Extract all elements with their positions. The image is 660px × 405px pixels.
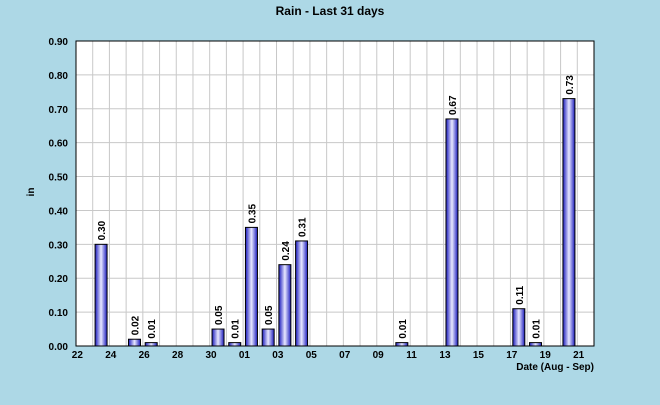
bar-18 (529, 342, 543, 347)
data-label: 0.01 (231, 319, 242, 339)
y-axis-label: in (26, 188, 37, 197)
x-tick-label: 30 (205, 350, 217, 361)
x-tick-label: 11 (406, 350, 417, 361)
y-tick-label: 0.40 (49, 206, 69, 217)
x-tick-label: 17 (506, 350, 518, 361)
bar-31 (228, 342, 242, 347)
x-tick-label: 07 (339, 350, 351, 361)
data-label: 0.05 (214, 305, 225, 325)
data-label: 0.01 (532, 319, 543, 339)
bar-10 (395, 342, 409, 347)
y-tick-label: 0.70 (49, 105, 69, 116)
axes: 0.00 0.10 0.20 0.30 0.40 0.50 0.60 0.70 0.80 0.90… (49, 37, 595, 361)
x-tick-label: 13 (439, 350, 451, 361)
plot-area (76, 41, 594, 346)
data-labels: 0.30 0.02 0.01 0.05 0.01 0.35 0.05 0.24 0.31 0.01… (97, 75, 576, 339)
data-label: 0.01 (398, 319, 409, 339)
bar-23 (94, 243, 108, 347)
x-axis-label: Date (Aug - Sep) (516, 362, 594, 373)
bar-02 (261, 328, 275, 347)
x-tick-label: 21 (573, 350, 585, 361)
data-label: 0.11 (515, 285, 526, 304)
bars (94, 98, 576, 347)
x-tick-label: 09 (373, 350, 385, 361)
y-tick-label: 0.60 (49, 139, 69, 150)
y-tick-label: 0.00 (49, 342, 69, 353)
data-label: 0.02 (130, 315, 141, 335)
y-tick-label: 0.10 (49, 308, 69, 319)
x-tick-label: 05 (306, 350, 318, 361)
data-label: 0.30 (97, 220, 108, 240)
data-label: 0.24 (281, 241, 292, 261)
bar-13 (445, 118, 459, 347)
bar-03 (278, 264, 292, 347)
y-tick-label: 0.20 (49, 274, 69, 285)
x-tick-label: 26 (139, 350, 151, 361)
x-tick-label: 03 (272, 350, 284, 361)
bar-25 (127, 338, 141, 347)
bar-20 (562, 98, 576, 347)
bar-26 (144, 342, 158, 347)
bar-17 (512, 308, 526, 347)
x-tick-label: 24 (105, 350, 117, 361)
bar-04 (295, 240, 309, 347)
chart-title: Rain - Last 31 days (276, 4, 385, 18)
bar-30 (211, 328, 225, 347)
data-label: 0.01 (147, 319, 158, 339)
bar-01 (244, 226, 258, 347)
x-tick-label: 19 (540, 350, 552, 361)
data-label: 0.35 (247, 203, 258, 223)
y-tick-label: 0.30 (49, 240, 69, 251)
y-tick-label: 0.50 (49, 173, 69, 184)
data-label: 0.67 (448, 95, 459, 115)
x-tick-label: 28 (172, 350, 184, 361)
x-tick-label: 22 (72, 350, 84, 361)
x-tick-label: 15 (473, 350, 485, 361)
data-label: 0.05 (264, 305, 275, 325)
x-tick-label: 01 (239, 350, 251, 361)
y-tick-label: 0.90 (49, 37, 69, 48)
data-label: 0.31 (298, 217, 309, 237)
data-label: 0.73 (565, 75, 576, 95)
plot-border (75, 40, 595, 347)
y-tick-label: 0.80 (49, 71, 69, 82)
